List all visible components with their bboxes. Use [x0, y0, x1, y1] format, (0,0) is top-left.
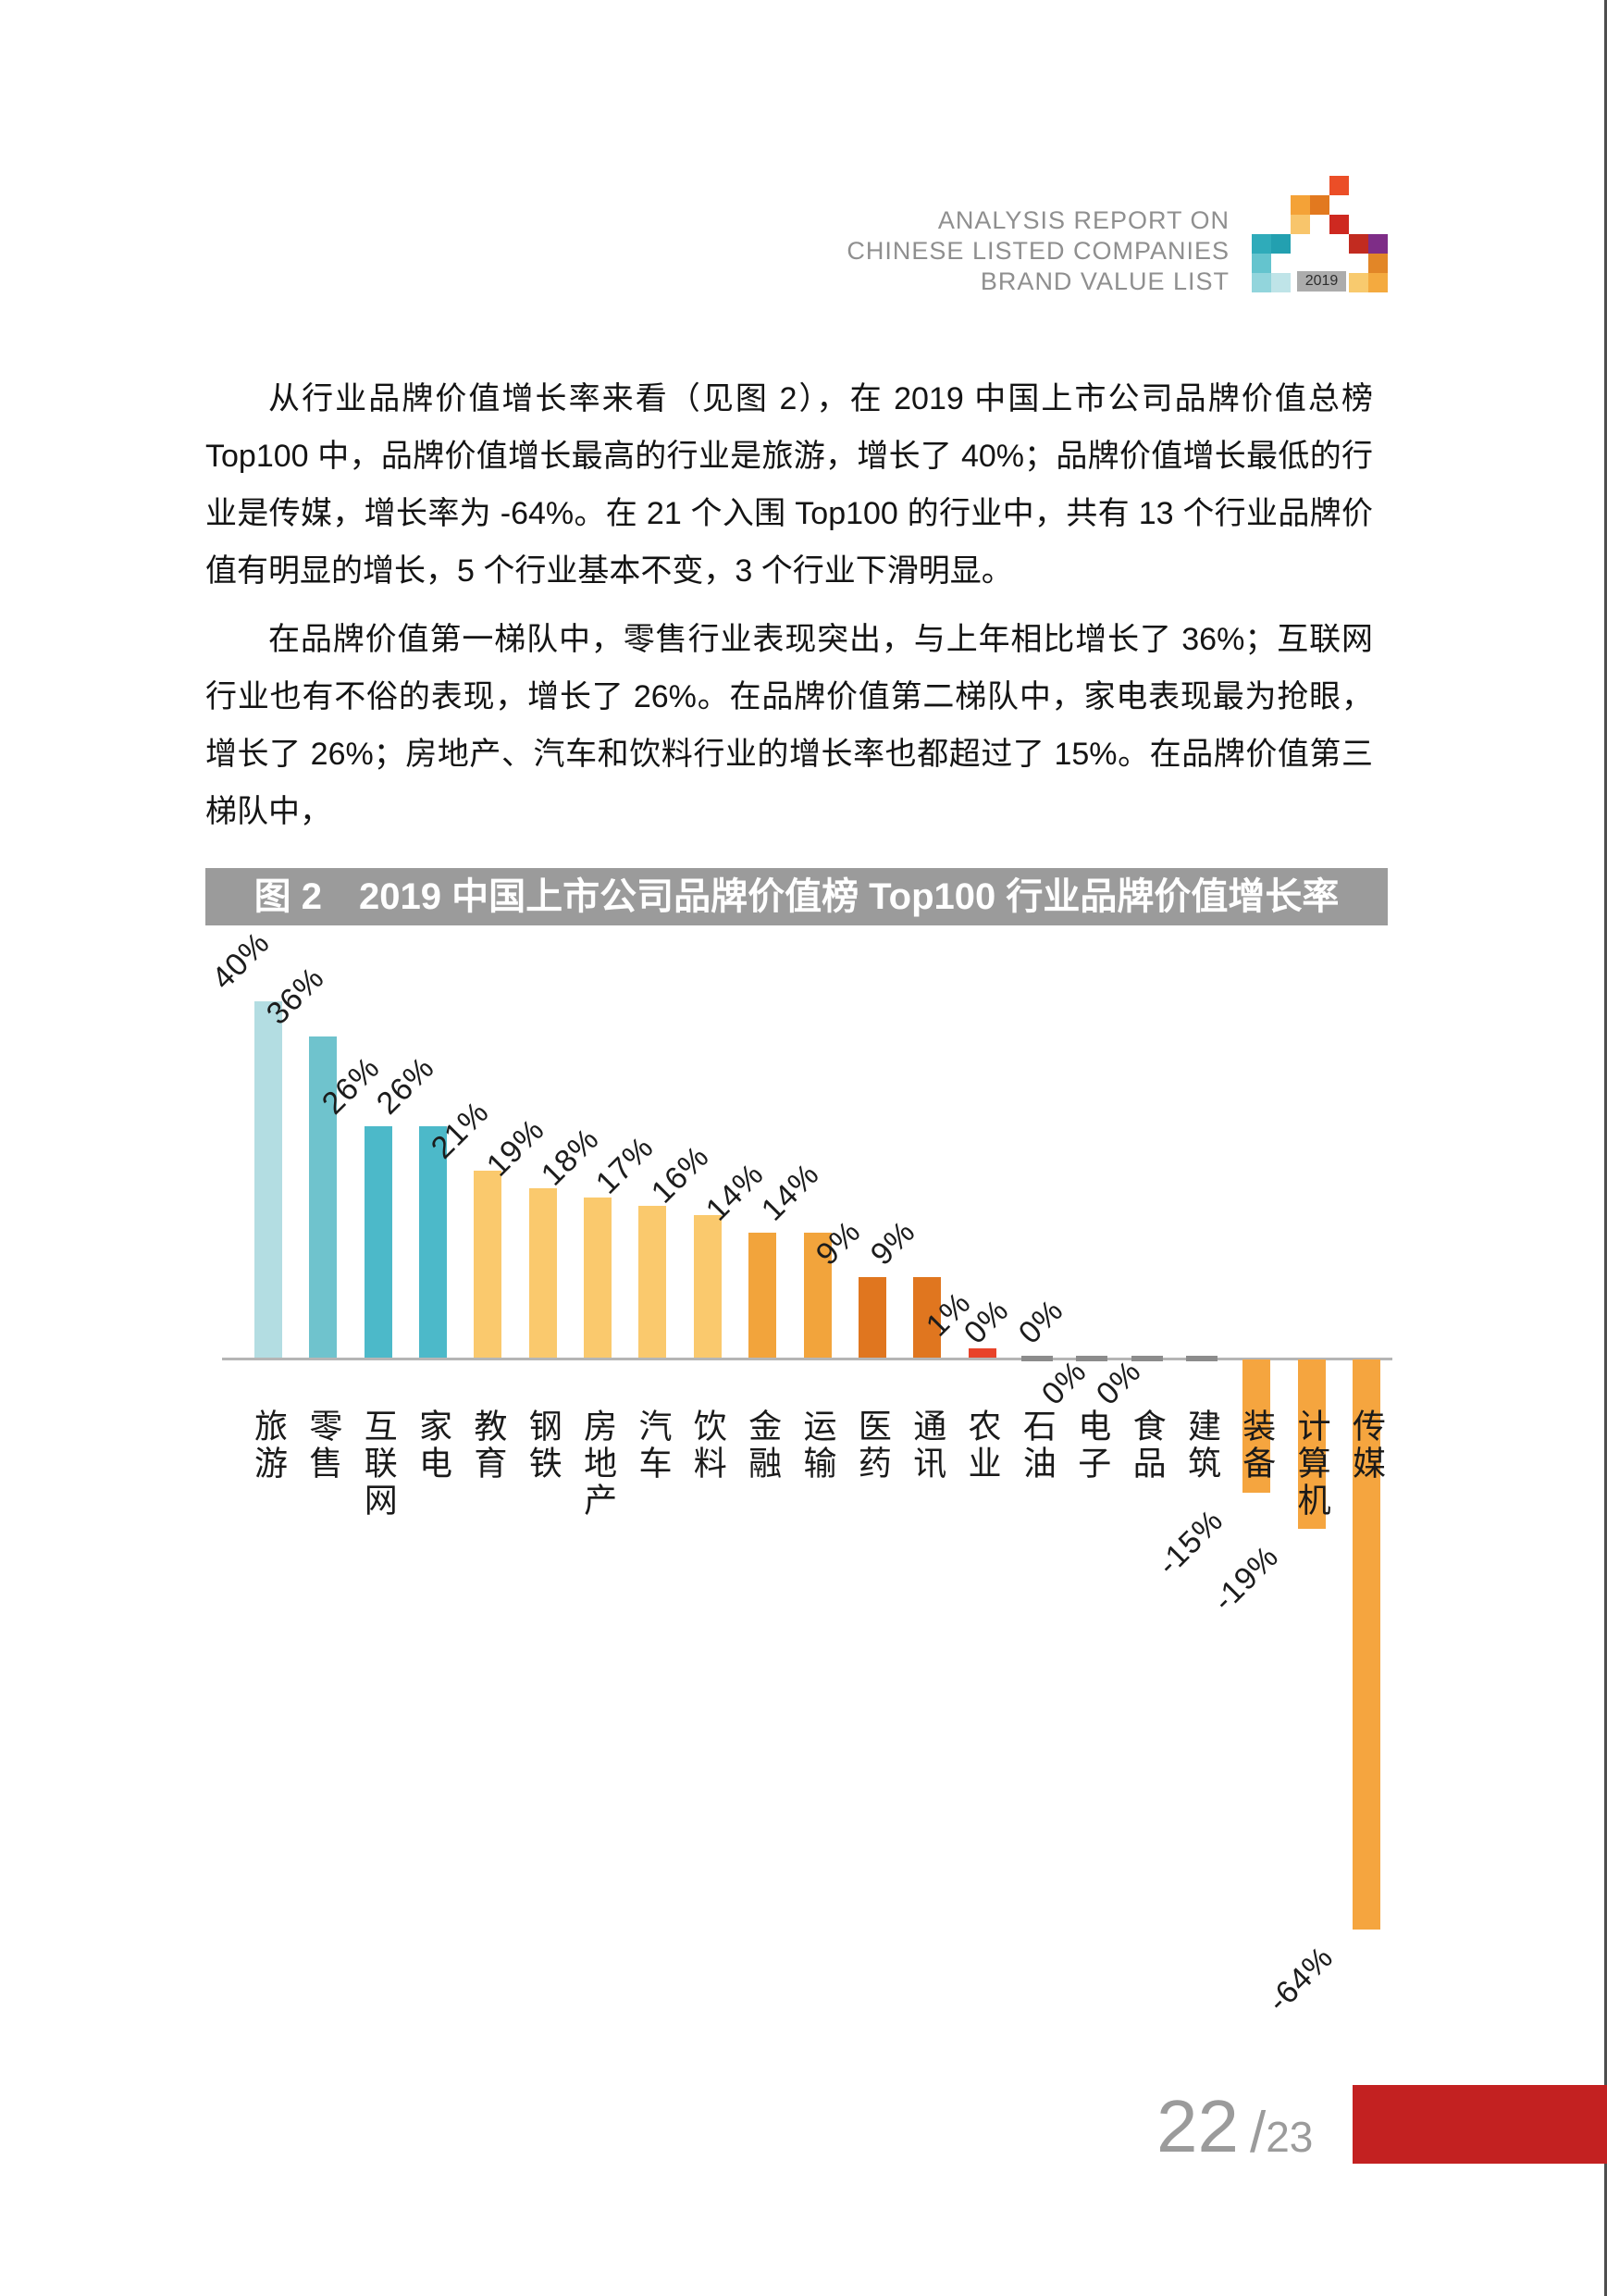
logo-square	[1368, 234, 1388, 254]
category-label: 钢铁	[524, 1409, 562, 1483]
logo-square	[1271, 273, 1291, 292]
bar-value-label: 0%	[1089, 1353, 1148, 1412]
bar	[309, 1036, 338, 1358]
page-number-total: 23	[1266, 2113, 1314, 2161]
bar	[638, 1206, 667, 1358]
bar	[1242, 1359, 1271, 1494]
bar	[528, 1188, 557, 1358]
zero-dash	[1076, 1356, 1108, 1361]
bar-value-label: 26%	[369, 1049, 442, 1122]
category-label: 电子	[1073, 1409, 1112, 1483]
page-number: 22/23	[1156, 2090, 1313, 2174]
logo-square	[1329, 176, 1349, 195]
logo-square	[1329, 215, 1349, 234]
bar	[913, 1277, 942, 1358]
report-header-title: ANALYSIS REPORT ON CHINESE LISTED COMPAN…	[847, 205, 1230, 297]
bar-value-label: 0%	[1034, 1353, 1094, 1412]
category-label: 金融	[744, 1409, 783, 1483]
bar	[858, 1277, 886, 1358]
brand-pixel-logo: 2019	[1252, 176, 1388, 292]
logo-square	[1291, 195, 1310, 215]
category-label: 旅游	[250, 1409, 288, 1483]
logo-year-badge: 2019	[1297, 271, 1346, 292]
category-label: 石油	[1018, 1409, 1057, 1483]
bar-chart: 40% 旅游 36% 零售 26% 互联网 26% 家电 21% 教育 19% 钢铁 18% 房地产 17%…	[205, 925, 1392, 2054]
bar	[803, 1233, 832, 1358]
header-title-line2: CHINESE LISTED COMPANIES	[847, 237, 1230, 265]
bar	[419, 1125, 448, 1358]
zero-dash	[1020, 1356, 1053, 1361]
bar-value-label: 9%	[864, 1214, 923, 1273]
logo-square	[1349, 273, 1368, 292]
category-label: 医药	[853, 1409, 892, 1483]
category-label: 饮料	[688, 1409, 727, 1483]
zero-dash	[1131, 1356, 1163, 1361]
zero-dash	[1185, 1356, 1218, 1361]
category-label: 运输	[798, 1409, 837, 1483]
x-axis-line	[222, 1358, 1392, 1360]
logo-square	[1252, 273, 1271, 292]
category-label: 传媒	[1348, 1409, 1386, 1483]
bar	[584, 1197, 612, 1358]
logo-square	[1291, 215, 1310, 234]
bar	[693, 1214, 722, 1358]
page-number-slash: /	[1249, 2101, 1267, 2165]
category-label: 零售	[304, 1409, 343, 1483]
logo-square	[1252, 254, 1271, 273]
header-title-line3: BRAND VALUE LIST	[980, 267, 1230, 295]
category-label: 计算机	[1292, 1409, 1331, 1520]
bar	[254, 1000, 282, 1358]
bar	[1353, 1359, 1380, 1930]
paragraph-1: 从行业品牌价值增长率来看（见图 2），在 2019 中国上市公司品牌价值总榜 T…	[205, 381, 1373, 589]
footer-accent-block	[1353, 2085, 1607, 2164]
header-title-line1: ANALYSIS REPORT ON	[937, 206, 1230, 234]
bar-value-label: 40%	[204, 925, 277, 997]
category-label: 建筑	[1182, 1409, 1221, 1483]
category-label: 食品	[1128, 1409, 1167, 1483]
category-label: 教育	[469, 1409, 508, 1483]
page-number-current: 22	[1156, 2085, 1239, 2167]
logo-square	[1252, 234, 1271, 254]
article-body: 从行业品牌价值增长率来看（见图 2），在 2019 中国上市公司品牌价值总榜 T…	[205, 370, 1373, 840]
logo-square	[1368, 254, 1388, 273]
bar	[1297, 1359, 1326, 1529]
category-label: 汽车	[634, 1409, 673, 1483]
bar-value-label: -64%	[1260, 1940, 1341, 2020]
logo-square	[1310, 195, 1329, 215]
logo-square	[1349, 234, 1368, 254]
bar-value-label: 0%	[1012, 1292, 1071, 1351]
category-label: 装备	[1238, 1409, 1277, 1483]
category-label: 互联网	[359, 1409, 398, 1520]
logo-square	[1271, 234, 1291, 254]
bar	[748, 1233, 777, 1358]
bar-value-label: 14%	[754, 1156, 826, 1228]
category-label: 通讯	[909, 1409, 947, 1483]
bar-value-label: -15%	[1151, 1503, 1230, 1583]
paragraph-2: 在品牌价值第一梯队中，零售行业表现突出，与上年相比增长了 36%；互联网行业也有…	[205, 622, 1373, 829]
bar	[968, 1348, 996, 1358]
chart-title-bar: 图 2 2019 中国上市公司品牌价值榜 Top100 行业品牌价值增长率	[205, 868, 1388, 925]
bar	[364, 1125, 392, 1358]
bar	[474, 1170, 502, 1358]
bar-value-label: -19%	[1205, 1538, 1286, 1619]
logo-square	[1368, 273, 1388, 292]
category-label: 农业	[963, 1409, 1002, 1483]
category-label: 房地产	[579, 1409, 618, 1520]
category-label: 家电	[414, 1409, 453, 1483]
